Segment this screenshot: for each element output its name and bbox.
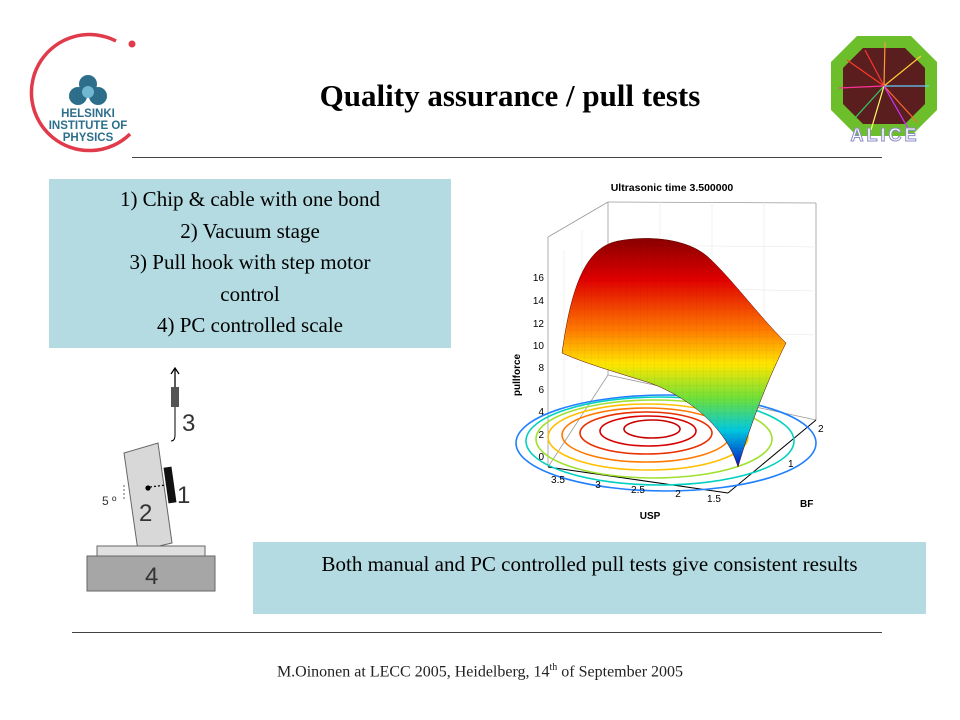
list-item: 3) Pull hook with step motor — [129, 250, 371, 274]
chip-label: 1 — [177, 482, 190, 509]
z-tick: 6 — [538, 385, 544, 396]
z-tick: 8 — [538, 363, 544, 374]
scale-label: 4 — [145, 563, 158, 590]
y-axis-label: BF — [800, 499, 813, 510]
bond-wire — [149, 484, 167, 488]
surface-mesh-lines — [562, 238, 786, 467]
y-tick: 2 — [818, 424, 824, 435]
bond-point — [145, 485, 151, 491]
x-tick: 3 — [595, 480, 601, 491]
x-tick: 1.5 — [707, 494, 721, 505]
stage-label: 2 — [139, 500, 152, 527]
alice-logo-text: ALICE — [851, 125, 920, 145]
z-ticks: 16 14 12 10 8 6 4 2 0 — [533, 273, 545, 463]
surface-plot: Ultrasonic time 3.500000 16 14 — [512, 182, 824, 522]
footer-superscript: th — [549, 662, 558, 673]
z-tick: 16 — [533, 273, 545, 284]
plot-title: Ultrasonic time 3.500000 — [611, 182, 734, 194]
list-item: 4) PC controlled scale — [156, 313, 344, 337]
hip-logo: HELSINKI INSTITUTE OF PHYSICS — [29, 32, 136, 153]
plot-base-axes — [547, 419, 817, 494]
list-item: 1) Chip & cable with one bond — [119, 187, 381, 211]
result-statement: Both manual and PC controlled pull tests… — [253, 542, 926, 614]
chip — [163, 466, 177, 504]
hook-tip — [170, 434, 176, 442]
y-ticks: 2 1 — [788, 424, 824, 470]
x-tick: 3.5 — [551, 475, 565, 486]
stage-base — [96, 545, 206, 557]
hook-holder — [171, 387, 179, 407]
y-tick: 1 — [788, 459, 794, 470]
contour-lines — [515, 394, 817, 492]
components-list: 1) Chip & cable with one bond 2) Vacuum … — [49, 179, 451, 348]
alice-logo: ALICE — [831, 36, 937, 145]
pull-test-diagram: 3 5 º 1 2 4 — [86, 366, 216, 592]
z-tick: 0 — [538, 452, 544, 463]
z-tick: 4 — [538, 407, 544, 418]
hook-label: 3 — [182, 410, 195, 437]
z-tick: 12 — [533, 319, 545, 330]
list-item: 2) Vacuum stage — [180, 218, 320, 243]
hip-logo-line-1: HELSINKI — [61, 108, 115, 120]
x-tick: 2 — [675, 489, 681, 500]
x-ticks: 3.5 3 2.5 2 1.5 — [551, 475, 721, 505]
footer-text-end: of September 2005 — [557, 663, 684, 681]
vacuum-stage — [123, 442, 173, 552]
x-axis-label: USP — [640, 511, 661, 522]
z-tick: 10 — [533, 341, 545, 352]
list-item: control — [220, 281, 280, 306]
footer-divider — [72, 632, 882, 633]
hip-logo-line-3: PHYSICS — [63, 132, 114, 144]
x-tick: 2.5 — [631, 485, 645, 496]
z-axis-label: pullforce — [512, 353, 523, 396]
hip-logo-line-2: INSTITUTE OF — [49, 120, 128, 132]
z-tick: 2 — [538, 430, 544, 441]
header-divider — [132, 157, 882, 158]
z-tick: 14 — [533, 296, 545, 307]
scale — [86, 555, 216, 592]
footer: M.Oinonen at LECC 2005, Heidelberg, 14th… — [180, 662, 780, 681]
angle-label: 5 º — [102, 494, 117, 508]
page-title: Quality assurance / pull tests — [319, 78, 701, 113]
footer-text: M.Oinonen at LECC 2005, Heidelberg, 14 — [276, 663, 550, 681]
pull-arrow-head — [170, 366, 180, 375]
